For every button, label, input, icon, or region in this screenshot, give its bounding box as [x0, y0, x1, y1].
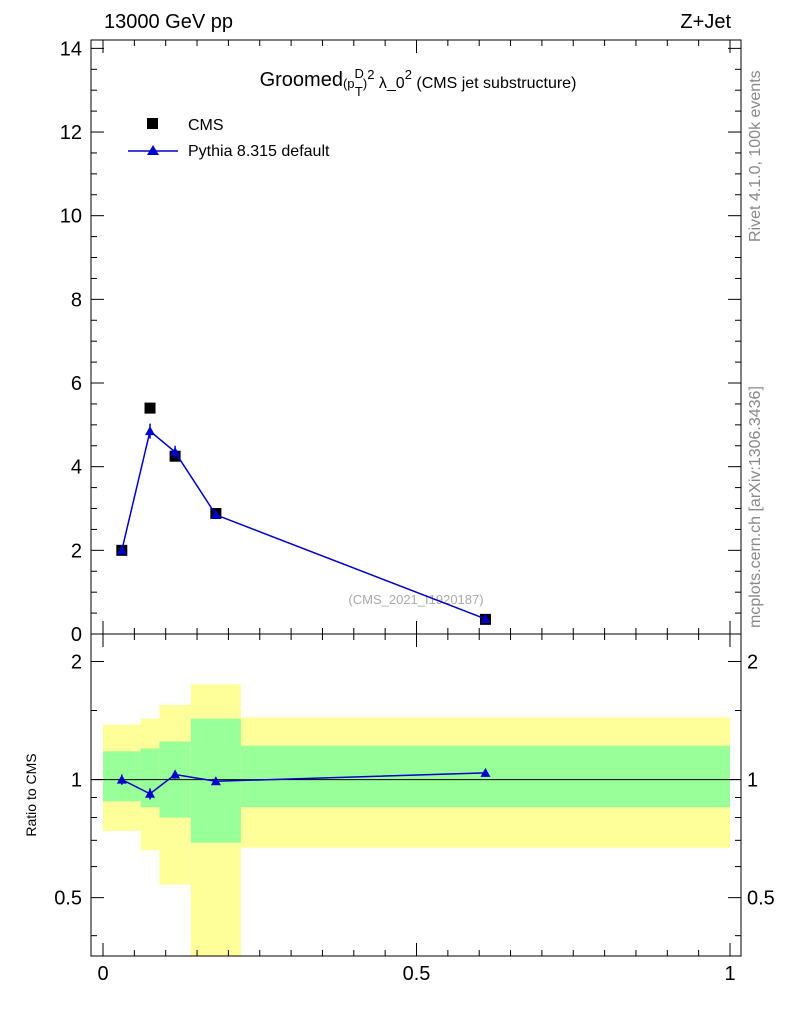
- main-ytick-label: 10: [60, 206, 82, 228]
- title-suffix: (CMS jet substructure): [412, 75, 576, 92]
- title-prefix: Groomed: [260, 69, 343, 91]
- ratio-xtick-label: 1: [724, 963, 735, 985]
- legend-cms-label: CMS: [188, 117, 224, 134]
- ratio-pythia-point: [210, 776, 221, 786]
- ratio-plot-series: [116, 767, 491, 800]
- ratio-pythia-point: [116, 774, 127, 784]
- ratio-pythia-point: [145, 788, 156, 798]
- main-ytick-label: 12: [60, 122, 82, 144]
- ratio-y-axis-label: Ratio to CMS: [23, 753, 39, 836]
- title-lambda: λ_0: [374, 75, 404, 92]
- cms-point: [144, 402, 156, 414]
- legend-pythia-label: Pythia 8.315 default: [188, 143, 330, 160]
- main-ytick-label: 2: [71, 540, 82, 562]
- pythia-point: [170, 447, 181, 457]
- main-ytick-label: 0: [71, 624, 82, 646]
- title-close: ): [363, 76, 367, 91]
- title-sup-d: D: [355, 66, 364, 81]
- pythia-point: [116, 545, 127, 555]
- ratio-ytick-label-left: 0.5: [54, 888, 82, 910]
- main-plot-axes: 0 2 4 6 8 10 12 14: [60, 38, 742, 646]
- ratio-ytick-label-right: 2: [747, 651, 758, 673]
- ratio-ytick-label-right: 0.5: [747, 888, 775, 910]
- ratio-plot-axes: 0.5 0.5 1 1 2 2 0 0.5 1: [54, 633, 775, 985]
- legend-cms-marker: [147, 118, 158, 129]
- title-sub-t: T: [355, 84, 363, 99]
- main-ytick-label: 14: [60, 38, 82, 60]
- analysis-watermark: (CMS_2021_I1920187): [348, 592, 483, 607]
- header-left-label: 13000 GeV pp: [104, 11, 233, 33]
- pythia-point: [145, 426, 156, 436]
- pythia-point: [210, 509, 221, 519]
- main-ytick-label: 8: [71, 289, 82, 311]
- title-p: (p: [343, 76, 355, 91]
- title-sup-2: 2: [367, 67, 374, 82]
- main-plot-series: [116, 402, 491, 625]
- title-sup-2b: 2: [405, 67, 412, 82]
- main-ytick-label: 6: [71, 373, 82, 395]
- pythia-point: [480, 613, 491, 623]
- ratio-pythia-point: [480, 767, 491, 777]
- ratio-pythia-point: [170, 769, 181, 779]
- ratio-ytick-label-left: 2: [71, 651, 82, 673]
- chart-title: Groomed(pD T)2 λ_02 (CMS jet substructure…: [260, 66, 577, 99]
- header-right-label: Z+Jet: [680, 11, 731, 33]
- ratio-ytick-label-right: 1: [747, 770, 758, 792]
- ratio-xtick-label: 0: [97, 963, 108, 985]
- main-ytick-label: 4: [71, 457, 82, 479]
- ratio-ytick-label-left: 1: [71, 770, 82, 792]
- rivet-version-label: Rivet 4.1.0, 100k events: [747, 70, 764, 242]
- ratio-xtick-label: 0.5: [403, 963, 431, 985]
- legend: CMS Pythia 8.315 default: [128, 117, 330, 160]
- ratio-uncertainty-bands: [103, 684, 730, 956]
- mcplots-label: mcplots.cern.ch [arXiv:1306.3436]: [747, 386, 764, 628]
- legend-pythia-marker: [147, 145, 159, 155]
- band-inner-1: [140, 748, 160, 808]
